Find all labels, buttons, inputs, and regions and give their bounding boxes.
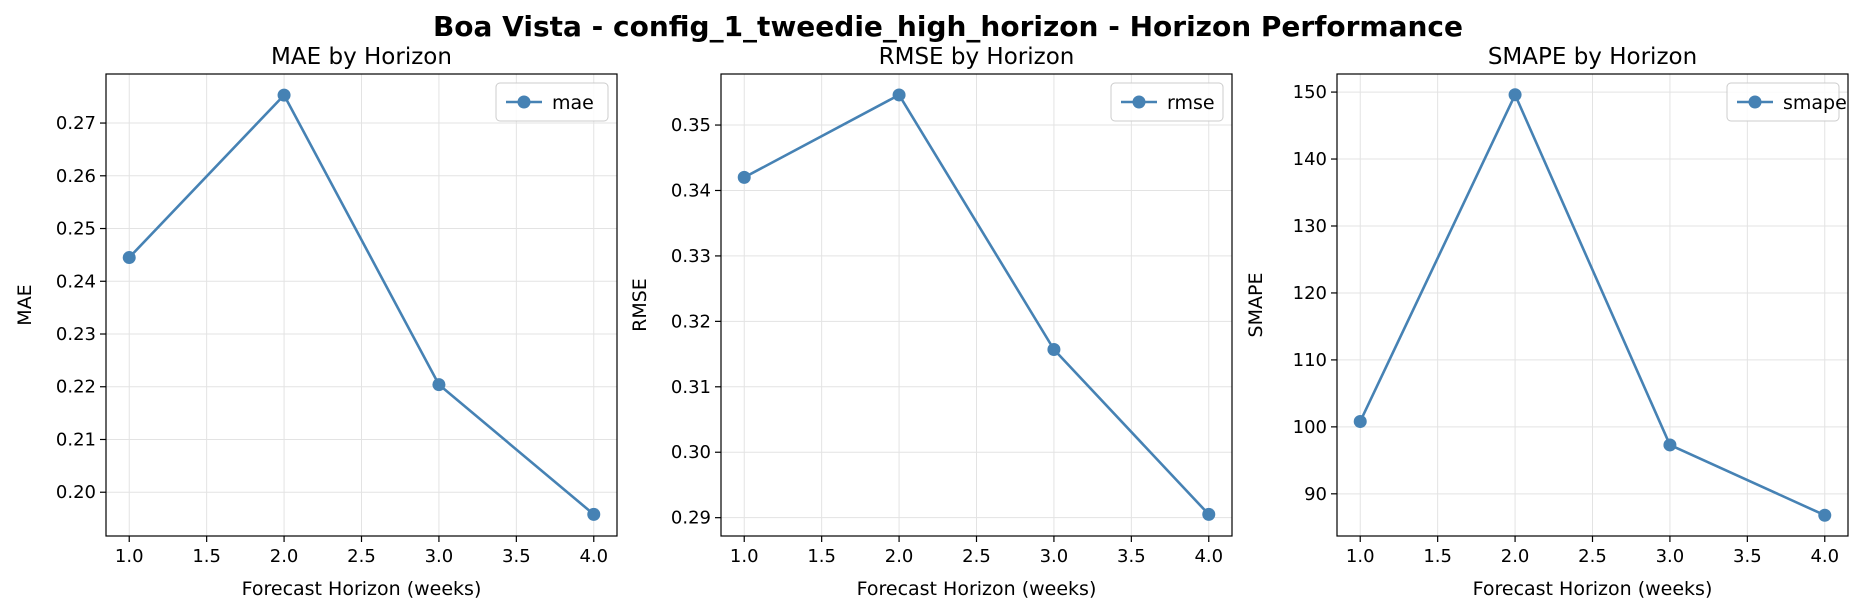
x-tick-label: 3.5	[1733, 546, 1762, 567]
figure-title: Boa Vista - config_1_tweedie_high_horizo…	[433, 10, 1463, 43]
legend-box	[1110, 82, 1224, 122]
data-point	[1508, 88, 1522, 102]
x-tick-label: 2.5	[347, 546, 376, 567]
data-point	[122, 251, 136, 265]
x-tick-label: 1.5	[192, 546, 221, 567]
y-tick-label: 0.35	[671, 115, 711, 136]
y-axis-label: SMAPE	[1245, 273, 1267, 338]
x-tick-label: 2.0	[1501, 546, 1530, 567]
series-line-rmse	[743, 93, 1210, 516]
x-tick-label: 2.5	[1578, 546, 1607, 567]
legend-marker	[1748, 95, 1762, 109]
data-point	[1047, 342, 1061, 356]
legend: smape	[1726, 82, 1847, 122]
x-axis-label: Forecast Horizon (weeks)	[1473, 578, 1713, 600]
x-tick-label: 1.0	[1346, 546, 1375, 567]
y-tick-label: 0.23	[56, 324, 96, 345]
panel-title: RMSE by Horizon	[879, 44, 1075, 70]
x-tick-label: 3.5	[1117, 546, 1146, 567]
legend: mae	[495, 82, 609, 122]
x-tick-label: 2.5	[962, 546, 991, 567]
y-tick-label: 0.24	[56, 271, 96, 292]
y-tick-label: 140	[1293, 149, 1327, 170]
y-tick-label: 0.29	[671, 508, 711, 529]
x-tick-label: 3.0	[1040, 546, 1069, 567]
panel-3: 1.0 1.5 2.0 2.5 3.0 3.5 4.0 90 100 110 120 130 140 15…	[1245, 44, 1849, 600]
y-tick-label: 0.21	[56, 429, 96, 450]
panel-1: 1.0 1.5 2.0 2.5 3.0 3.5 4.0 0.20 0.21 0.22 0.23 0.2…	[14, 44, 618, 600]
y-tick-label: 0.27	[56, 113, 96, 134]
legend-marker	[1132, 95, 1146, 109]
data-point	[1353, 415, 1367, 429]
data-point	[1663, 438, 1677, 452]
legend-box	[495, 82, 609, 122]
series-line-smape	[1359, 93, 1826, 517]
y-tick-label: 120	[1293, 283, 1327, 304]
legend-label: rmse	[1167, 92, 1215, 114]
x-axis-label: Forecast Horizon (weeks)	[857, 578, 1097, 600]
x-tick-label: 2.0	[270, 546, 299, 567]
x-tick-label: 3.5	[502, 546, 531, 567]
panel-title: SMAPE by Horizon	[1488, 44, 1697, 70]
data-point	[737, 170, 751, 184]
x-tick-label: 1.5	[1423, 546, 1452, 567]
y-tick-label: 0.20	[56, 482, 96, 503]
y-tick-label: 0.33	[671, 246, 711, 267]
y-tick-label: 130	[1293, 216, 1327, 237]
x-tick-label: 1.5	[807, 546, 836, 567]
x-axis-label: Forecast Horizon (weeks)	[242, 578, 482, 600]
legend-label: mae	[552, 92, 594, 114]
y-tick-label: 0.32	[671, 311, 711, 332]
legend-box	[1726, 82, 1840, 122]
x-tick-label: 4.0	[1194, 546, 1223, 567]
legend-label: smape	[1783, 92, 1847, 114]
series-line-mae	[128, 93, 595, 516]
data-point	[432, 378, 446, 392]
data-point	[1818, 508, 1832, 522]
y-tick-label: 0.26	[56, 166, 96, 187]
x-tick-label: 1.0	[115, 546, 144, 567]
y-tick-label: 0.25	[56, 219, 96, 240]
y-tick-label: 110	[1293, 350, 1327, 371]
panel-2: 1.0 1.5 2.0 2.5 3.0 3.5 4.0 0.29 0.30 0.31 0.32 0.3…	[629, 44, 1233, 600]
y-tick-label: 0.22	[56, 377, 96, 398]
data-point	[277, 88, 291, 102]
panel-title: MAE by Horizon	[271, 44, 452, 70]
legend: rmse	[1110, 82, 1224, 122]
x-tick-label: 4.0	[579, 546, 608, 567]
y-tick-label: 90	[1304, 484, 1327, 505]
x-tick-label: 3.0	[1656, 546, 1685, 567]
y-tick-label: 0.34	[671, 180, 711, 201]
data-point	[587, 507, 601, 521]
y-tick-label: 150	[1293, 82, 1327, 103]
y-tick-label: 0.31	[671, 377, 711, 398]
x-tick-label: 4.0	[1810, 546, 1839, 567]
y-axis-label: RMSE	[629, 278, 651, 332]
x-tick-label: 3.0	[425, 546, 454, 567]
data-point	[1202, 507, 1216, 521]
legend-marker	[517, 95, 531, 109]
x-tick-label: 2.0	[885, 546, 914, 567]
x-tick-label: 1.0	[730, 546, 759, 567]
y-tick-label: 100	[1293, 417, 1327, 438]
data-point	[892, 88, 906, 102]
y-axis-label: MAE	[14, 284, 36, 325]
y-tick-label: 0.30	[671, 442, 711, 463]
